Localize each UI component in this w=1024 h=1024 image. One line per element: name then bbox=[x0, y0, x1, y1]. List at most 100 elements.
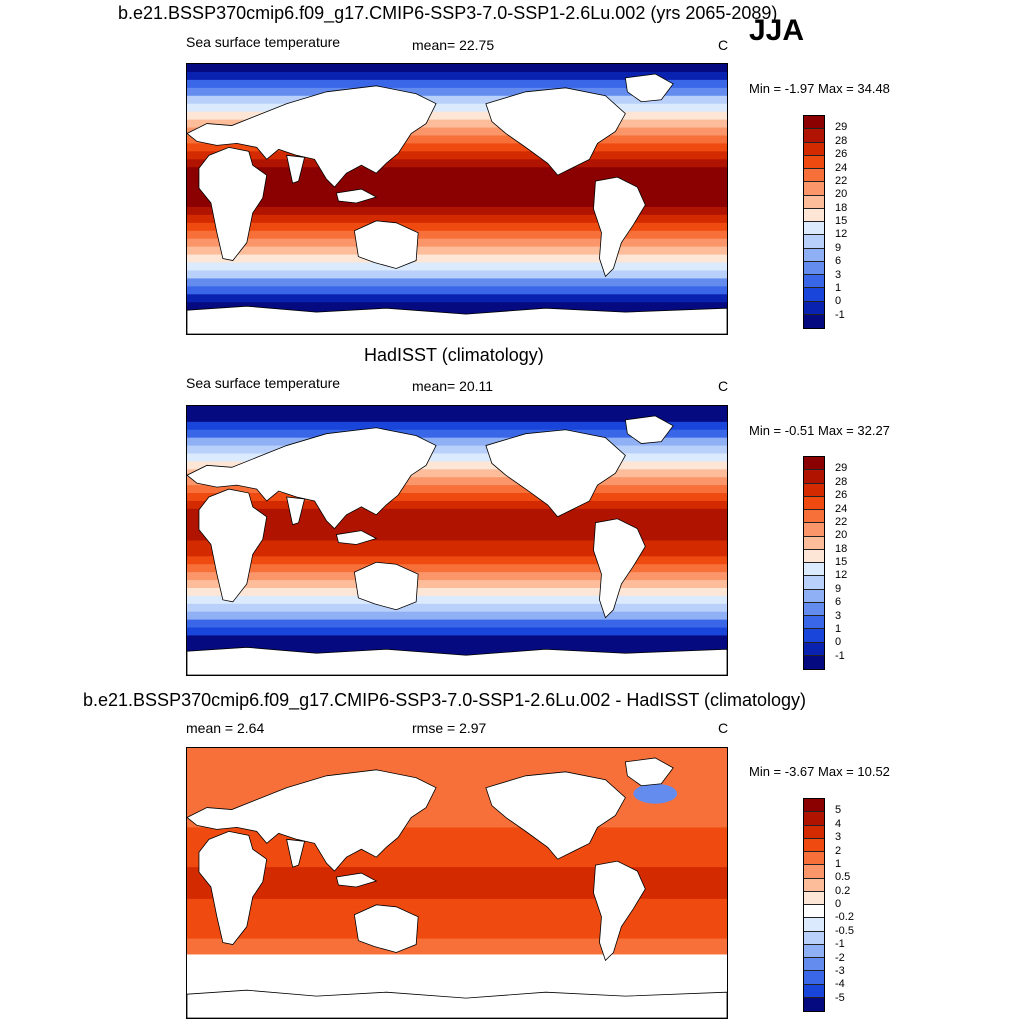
colorbar-swatch bbox=[804, 616, 824, 630]
landmass bbox=[187, 769, 437, 872]
colorbar-swatch bbox=[804, 288, 824, 302]
panel3-title: b.e21.BSSP370cmip6.f09_g17.CMIP6-SSP3-7.… bbox=[83, 690, 807, 710]
field-band bbox=[187, 779, 727, 789]
colorbar-tick-label: -0.2 bbox=[835, 911, 854, 924]
colorbar-swatch bbox=[804, 155, 824, 169]
field-band bbox=[187, 827, 727, 836]
field-band bbox=[187, 437, 727, 447]
colorbar-tick-label: 20 bbox=[835, 188, 848, 201]
colorbar-tick-label: 0 bbox=[835, 295, 842, 308]
field-band bbox=[187, 270, 727, 280]
landmass bbox=[485, 87, 626, 176]
field-band bbox=[187, 477, 727, 486]
field-band bbox=[187, 294, 727, 303]
colorbar-tick-label: 20 bbox=[835, 529, 848, 542]
field-band bbox=[187, 103, 727, 113]
colorbar-tick-label: -3 bbox=[835, 964, 845, 977]
landmass bbox=[335, 530, 378, 545]
panel1-mean-label: mean= 22.75 bbox=[412, 37, 495, 53]
colorbar-tick-label: 1 bbox=[835, 622, 842, 635]
field-band bbox=[187, 191, 727, 200]
field-band bbox=[187, 922, 727, 932]
field-band bbox=[187, 763, 727, 773]
colorbar-swatch bbox=[804, 301, 824, 315]
colorbar-swatch bbox=[804, 878, 824, 892]
field-band bbox=[187, 222, 727, 232]
map-field bbox=[187, 748, 727, 1018]
landmass bbox=[286, 496, 306, 526]
colorbar-swatch bbox=[804, 208, 824, 222]
field-band bbox=[187, 890, 727, 900]
colorbar-tick-label: 24 bbox=[835, 502, 848, 515]
field-band bbox=[187, 556, 727, 565]
landmass bbox=[624, 757, 674, 787]
field-band bbox=[187, 119, 727, 129]
colorbar-tick-label: 3 bbox=[835, 609, 842, 622]
panel2-mean-label: mean= 20.11 bbox=[412, 378, 494, 394]
landmass bbox=[187, 427, 437, 530]
panel3-colorbar bbox=[803, 798, 825, 1012]
field-band bbox=[187, 64, 727, 73]
colorbar-swatch bbox=[804, 116, 824, 130]
field-band bbox=[187, 954, 727, 964]
field-band bbox=[187, 143, 727, 152]
field-band bbox=[187, 461, 727, 470]
colorbar-tick-label: 22 bbox=[835, 515, 848, 528]
panel3-rmse-label: rmse = 2.97 bbox=[412, 720, 487, 736]
colorbar-swatch bbox=[804, 523, 824, 537]
panel2-title: HadISST (climatology) bbox=[364, 345, 544, 365]
field-band bbox=[187, 898, 727, 908]
colorbar-tick-label: 24 bbox=[835, 161, 848, 174]
panel2-variable-label: Sea surface temperature bbox=[186, 375, 341, 391]
landmass bbox=[198, 146, 268, 261]
field-band bbox=[187, 851, 727, 860]
colorbar-swatch bbox=[804, 655, 824, 669]
field-band bbox=[187, 755, 727, 765]
field-band bbox=[187, 835, 727, 844]
colorbar-tick-label: -1 bbox=[835, 938, 845, 951]
colorbar-tick-label: 6 bbox=[835, 596, 842, 609]
field-band bbox=[187, 548, 727, 557]
landmass bbox=[593, 176, 646, 278]
colorbar-tick-label: 4 bbox=[835, 817, 842, 830]
field-band bbox=[187, 445, 727, 455]
landmass bbox=[353, 561, 419, 611]
colorbar-tick-label: 1 bbox=[835, 281, 842, 294]
field-band bbox=[187, 230, 727, 240]
colorbar-tick-label: -1 bbox=[835, 308, 845, 321]
field-band bbox=[187, 246, 727, 256]
field-band bbox=[187, 159, 727, 168]
colorbar-swatch bbox=[804, 984, 824, 998]
field-band bbox=[187, 883, 727, 892]
field-band bbox=[187, 87, 727, 97]
colorbar-tick-label: -0.5 bbox=[835, 924, 854, 937]
field-band bbox=[187, 930, 727, 940]
colorbar-swatch bbox=[804, 222, 824, 236]
landmass bbox=[624, 73, 674, 103]
colorbar-tick-label: 28 bbox=[835, 134, 848, 147]
field-band bbox=[187, 453, 727, 462]
field-band bbox=[187, 859, 727, 868]
field-band bbox=[187, 524, 727, 534]
landmass bbox=[335, 872, 378, 888]
colorbar-tick-label: 5 bbox=[835, 804, 842, 817]
landmass bbox=[198, 830, 268, 945]
field-band bbox=[187, 867, 727, 876]
field-band bbox=[187, 906, 727, 916]
colorbar-tick-label: 26 bbox=[835, 148, 848, 161]
colorbar-swatch bbox=[804, 275, 824, 289]
colorbar-swatch bbox=[804, 918, 824, 932]
colorbar-swatch bbox=[804, 314, 824, 328]
colorbar-tick-label: 26 bbox=[835, 489, 848, 502]
landmass bbox=[187, 646, 727, 675]
panel1-title: b.e21.BSSP370cmip6.f09_g17.CMIP6-SSP3-7.… bbox=[118, 3, 778, 23]
colorbar-tick-label: 18 bbox=[835, 542, 848, 555]
field-band bbox=[187, 214, 727, 224]
colorbar-tick-label: 2 bbox=[835, 844, 842, 857]
colorbar-swatch bbox=[804, 195, 824, 209]
colorbar-tick-label: 9 bbox=[835, 241, 842, 254]
field-band bbox=[187, 946, 727, 956]
colorbar-swatch bbox=[804, 235, 824, 249]
colorbar-swatch bbox=[804, 642, 824, 656]
field-band bbox=[187, 986, 727, 995]
